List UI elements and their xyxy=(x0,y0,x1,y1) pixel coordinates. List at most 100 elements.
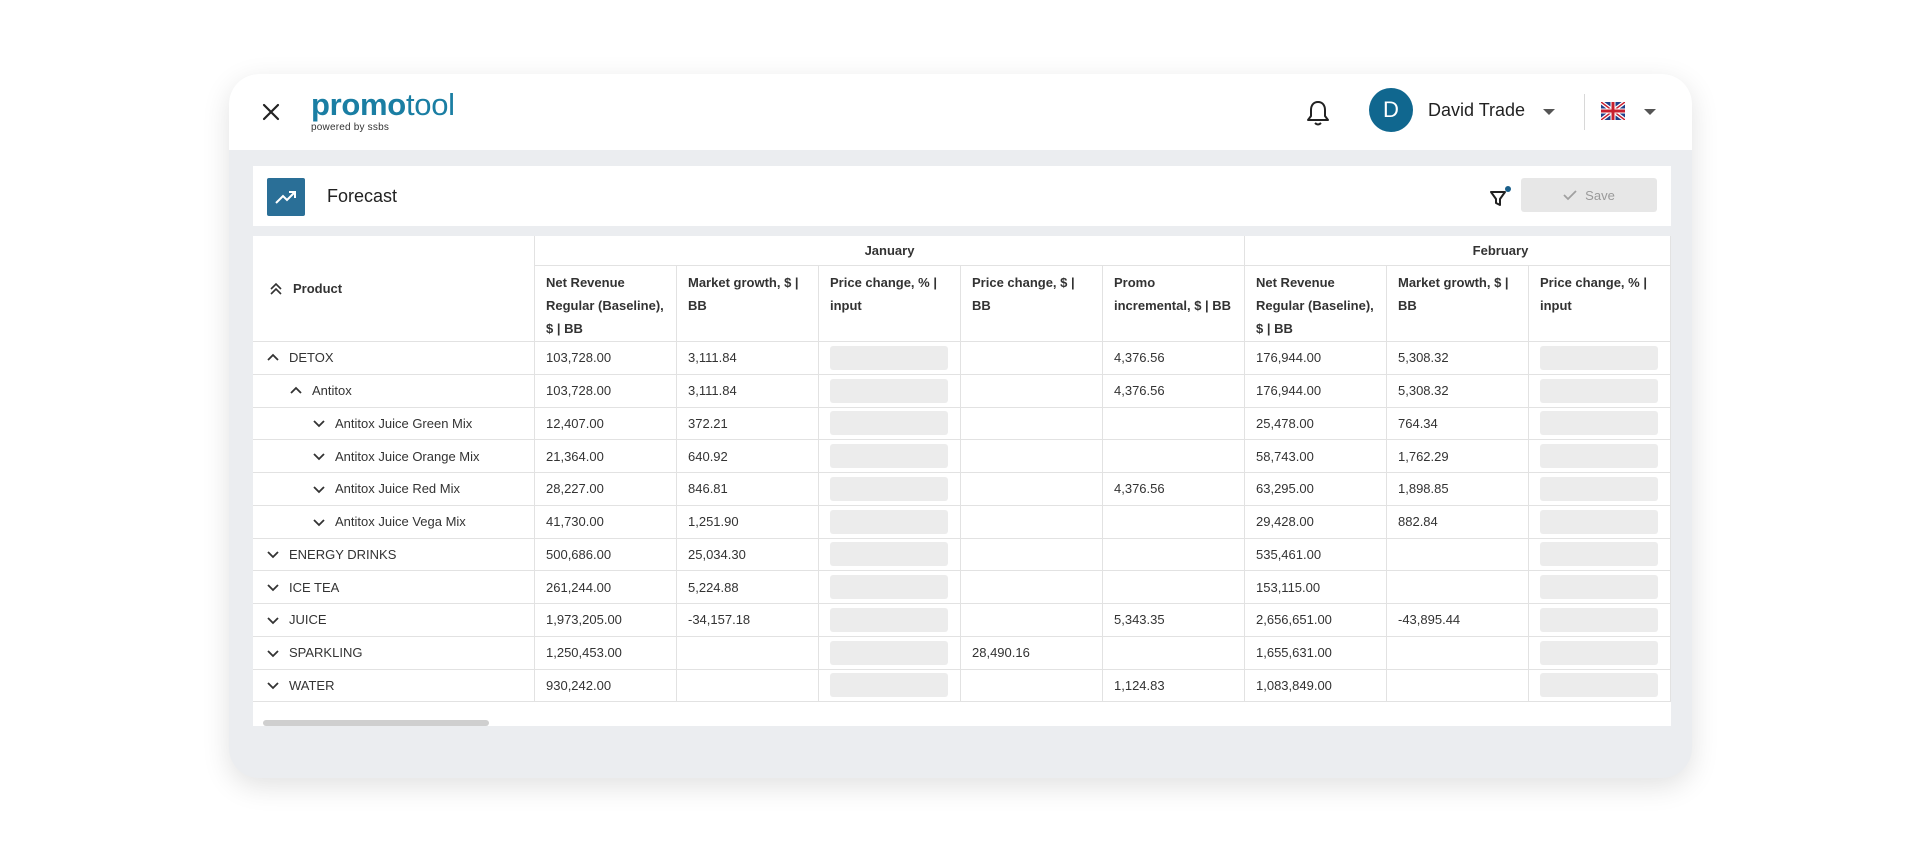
chevron-down-icon[interactable] xyxy=(311,481,327,497)
price-change-input-cell[interactable] xyxy=(1529,669,1671,703)
table-row-product: Antitox Juice Orange Mix xyxy=(253,440,535,473)
column-header[interactable]: Net Revenue Regular (Baseline), $ | BB xyxy=(535,266,677,342)
scrollbar-thumb[interactable] xyxy=(263,720,489,726)
table-cell: 500,686.00 xyxy=(535,538,677,572)
price-change-input[interactable] xyxy=(1540,345,1658,370)
price-change-input[interactable] xyxy=(830,542,948,567)
price-change-input-cell[interactable] xyxy=(819,505,961,539)
table-cell xyxy=(677,669,819,703)
column-header[interactable]: Promo incremental, $ | BB xyxy=(1103,266,1245,342)
logo-light: tool xyxy=(405,87,455,122)
product-name: ICE TEA xyxy=(289,579,340,595)
price-change-input[interactable] xyxy=(1540,640,1658,665)
table-row-product: Antitox Juice Red Mix xyxy=(253,473,535,506)
chevron-down-icon[interactable] xyxy=(265,546,281,562)
chevron-down-icon[interactable] xyxy=(265,612,281,628)
price-change-input-cell[interactable] xyxy=(819,407,961,441)
price-change-input[interactable] xyxy=(830,640,948,665)
price-change-input[interactable] xyxy=(830,673,948,698)
chevron-up-icon[interactable] xyxy=(288,383,304,399)
table-cell xyxy=(961,374,1103,408)
column-header[interactable]: Price change, % | input xyxy=(819,266,961,342)
price-change-input-cell[interactable] xyxy=(819,440,961,473)
table-row-product: Antitox Juice Vega Mix xyxy=(253,505,535,539)
table-cell: 5,308.32 xyxy=(1387,374,1529,408)
avatar[interactable]: D xyxy=(1369,88,1413,132)
language-chevron-down-icon[interactable] xyxy=(1644,109,1656,115)
chevron-down-icon[interactable] xyxy=(311,514,327,530)
chevron-down-icon[interactable] xyxy=(311,448,327,464)
table-cell: 640.92 xyxy=(677,440,819,473)
price-change-input[interactable] xyxy=(1540,607,1658,632)
save-button[interactable]: Save xyxy=(1521,178,1657,212)
price-change-input[interactable] xyxy=(830,411,948,436)
price-change-input-cell[interactable] xyxy=(819,473,961,506)
table-cell xyxy=(1387,636,1529,670)
price-change-input-cell[interactable] xyxy=(819,374,961,408)
price-change-input[interactable] xyxy=(830,444,948,469)
column-header[interactable]: Market growth, $ | BB xyxy=(677,266,819,342)
horizontal-scrollbar[interactable] xyxy=(253,718,1671,726)
table-cell: 1,762.29 xyxy=(1387,440,1529,473)
price-change-input[interactable] xyxy=(1540,509,1658,534)
price-change-input[interactable] xyxy=(1540,542,1658,567)
price-change-input-cell[interactable] xyxy=(819,636,961,670)
forecast-table: Product January February Net Revenue Regula… xyxy=(253,236,1671,726)
price-change-input[interactable] xyxy=(1540,444,1658,469)
price-change-input-cell[interactable] xyxy=(1529,571,1671,604)
top-bar: promotool powered by ssbs D David Trade xyxy=(229,74,1692,150)
table-cell: 5,308.32 xyxy=(1387,342,1529,375)
price-change-input[interactable] xyxy=(830,607,948,632)
price-change-input-cell[interactable] xyxy=(1529,374,1671,408)
price-change-input[interactable] xyxy=(1540,378,1658,403)
price-change-input-cell[interactable] xyxy=(1529,473,1671,506)
price-change-input-cell[interactable] xyxy=(819,538,961,572)
chevron-up-icon[interactable] xyxy=(265,350,281,366)
price-change-input[interactable] xyxy=(830,509,948,534)
table-cell xyxy=(961,669,1103,703)
table-cell: 4,376.56 xyxy=(1103,473,1245,506)
column-header[interactable]: Price change, $ | BB xyxy=(961,266,1103,342)
price-change-input-cell[interactable] xyxy=(819,571,961,604)
price-change-input[interactable] xyxy=(1540,476,1658,501)
column-header[interactable]: Market growth, $ | BB xyxy=(1387,266,1529,342)
price-change-input-cell[interactable] xyxy=(1529,342,1671,375)
product-column-header[interactable]: Product xyxy=(253,236,535,342)
price-change-input-cell[interactable] xyxy=(819,342,961,375)
price-change-input-cell[interactable] xyxy=(1529,538,1671,572)
close-icon[interactable] xyxy=(257,98,285,126)
price-change-input-cell[interactable] xyxy=(819,669,961,703)
column-header[interactable]: Price change, % | input xyxy=(1529,266,1671,342)
chevron-down-icon[interactable] xyxy=(265,579,281,595)
price-change-input-cell[interactable] xyxy=(1529,440,1671,473)
product-name: SPARKLING xyxy=(289,645,363,661)
price-change-input[interactable] xyxy=(830,575,948,600)
column-header[interactable]: Net Revenue Regular (Baseline), $ | BB xyxy=(1245,266,1387,342)
price-change-input-cell[interactable] xyxy=(819,604,961,637)
chevron-down-icon[interactable] xyxy=(1543,109,1555,115)
table-cell: 5,224.88 xyxy=(677,571,819,604)
collapse-all-icon[interactable] xyxy=(269,281,283,297)
price-change-input-cell[interactable] xyxy=(1529,505,1671,539)
price-change-input[interactable] xyxy=(830,476,948,501)
price-change-input-cell[interactable] xyxy=(1529,407,1671,441)
month-header-february: February xyxy=(1245,236,1671,266)
price-change-input-cell[interactable] xyxy=(1529,636,1671,670)
price-change-input[interactable] xyxy=(1540,411,1658,436)
filter-icon[interactable] xyxy=(1489,186,1511,208)
price-change-input-cell[interactable] xyxy=(1529,604,1671,637)
product-name: Antitox Juice Green Mix xyxy=(335,415,473,431)
table-cell xyxy=(961,505,1103,539)
table-cell xyxy=(961,473,1103,506)
bell-icon[interactable] xyxy=(1304,98,1332,128)
chevron-down-icon[interactable] xyxy=(265,677,281,693)
price-change-input[interactable] xyxy=(830,378,948,403)
price-change-input[interactable] xyxy=(1540,575,1658,600)
price-change-input[interactable] xyxy=(830,345,948,370)
table-cell: 103,728.00 xyxy=(535,342,677,375)
price-change-input[interactable] xyxy=(1540,673,1658,698)
chevron-down-icon[interactable] xyxy=(265,645,281,661)
user-name[interactable]: David Trade xyxy=(1428,100,1526,120)
chevron-down-icon[interactable] xyxy=(311,415,327,431)
uk-flag-icon[interactable] xyxy=(1599,100,1627,122)
